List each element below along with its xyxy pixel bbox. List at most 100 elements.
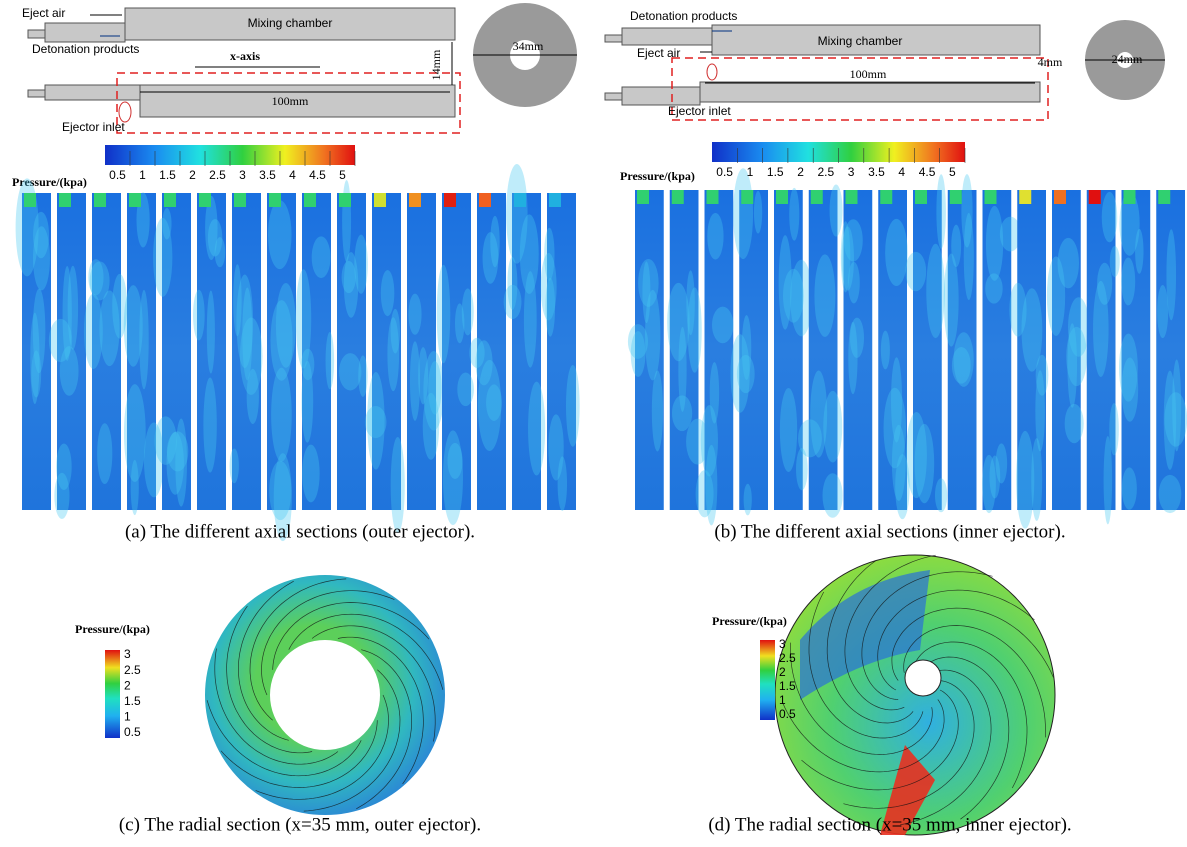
pressure-patch [1119, 334, 1138, 402]
pressure-patch [1068, 297, 1089, 357]
pressure-patch [423, 393, 439, 460]
pressure-patch [203, 377, 216, 472]
colorbar-tick-label: 0.5 [779, 707, 796, 721]
colorbar-tick-label: 4.5 [309, 168, 326, 182]
pressure-patch [448, 443, 463, 479]
inlet-patch [915, 190, 927, 204]
pressure-patch [167, 431, 188, 471]
figure: Eject air Mixing chamber Detonation prod… [0, 0, 1187, 847]
pressure-patch [961, 174, 972, 247]
pressure-patch [566, 365, 580, 447]
inlet-patch [514, 193, 526, 207]
colorbar-tick-label: 0.5 [716, 165, 733, 179]
pressure-patch [780, 388, 797, 472]
pressure-patch [207, 291, 215, 374]
pressure-patch [1102, 192, 1118, 242]
inlet-patch [374, 193, 386, 207]
pressure-patch [271, 300, 293, 381]
inlet-patch [1019, 190, 1031, 204]
colorbar-tick-label: 3 [848, 165, 855, 179]
label: 24mm [1112, 52, 1143, 66]
pressure-patch [1065, 404, 1084, 443]
pressure-patch [326, 332, 335, 389]
colorbar-tick-label: 1.5 [124, 694, 141, 708]
axial-sections-b [628, 168, 1187, 528]
label: Ejector inlet [668, 104, 731, 118]
pressure-patch [990, 455, 1001, 498]
inlet-patch [339, 193, 351, 207]
colorbar-tick-label: 1 [779, 693, 786, 707]
pressure-patch [926, 244, 945, 338]
colorbar-tick-label: 3.5 [868, 165, 885, 179]
pressure-patch [754, 191, 762, 234]
pressure-patch [339, 353, 361, 390]
pressure-patch [97, 423, 112, 484]
pressure-patch [705, 445, 717, 526]
pressure-patch [935, 478, 947, 512]
colorbar-tick-label: 0.5 [109, 168, 126, 182]
label: 100mm [272, 94, 309, 108]
pressure-patch [1121, 257, 1135, 305]
pressure-patch [712, 307, 733, 344]
colorbar-tick-label: 2 [797, 165, 804, 179]
pressure-patch [1093, 281, 1109, 377]
pressure-patch [652, 370, 663, 451]
pressure-patch [240, 317, 263, 394]
pressure-patch [490, 216, 499, 267]
pressure-patch [33, 289, 46, 374]
pressure-patch [884, 388, 907, 468]
pressure-patch [906, 412, 927, 498]
pressure-patch [905, 252, 926, 291]
inlet-patch [811, 190, 823, 204]
pressure-patch [462, 288, 474, 335]
pressure-patch [951, 225, 961, 268]
pressure-patch [528, 382, 545, 476]
inlet-patch [950, 190, 962, 204]
pressure-patch [1109, 403, 1119, 455]
pressure-patch [84, 294, 103, 369]
pressure-patch [944, 254, 959, 347]
pressure-patch [131, 460, 139, 515]
inlet-patch [234, 193, 246, 207]
pressure-patch [672, 395, 692, 431]
pressure-patch [822, 473, 842, 518]
colorbar-tick-label: 1.5 [767, 165, 784, 179]
pressure-patch [885, 219, 908, 286]
colorbar-tick-label: 4 [898, 165, 905, 179]
pressure-patch [1122, 467, 1137, 509]
label: Eject air [22, 6, 65, 20]
pressure-patch [418, 347, 428, 404]
colorbar-tick-label: 5 [339, 168, 346, 182]
pressure-patch [707, 213, 723, 260]
inlet-patch [199, 193, 211, 207]
colorbar-tick-label: 2 [189, 168, 196, 182]
pressure-patch [841, 221, 851, 292]
inlet-patch [409, 193, 421, 207]
schematic-b: Detonation products Mixing chamber Eject… [605, 9, 1165, 120]
pressure-patch [830, 185, 843, 237]
pressure-patch [271, 368, 292, 462]
colorbar [760, 640, 775, 720]
pressure-patch [507, 257, 517, 310]
colorbar-tick-label: 2 [779, 665, 786, 679]
inlet-patch [1124, 190, 1136, 204]
pressure-patch [63, 266, 72, 361]
inlet-patch [304, 193, 316, 207]
pressure-patch [90, 261, 110, 300]
pressure-patch [301, 361, 313, 443]
pressure-patch [688, 287, 702, 372]
label: 100mm [850, 67, 887, 81]
colorbar-tick-label: 3 [124, 647, 131, 661]
caption: (d) The radial section (x=35 mm, inner e… [708, 814, 1071, 835]
inlet-patch [94, 193, 106, 207]
pressure-patch [1157, 285, 1168, 338]
label: 14mm [429, 49, 443, 80]
inlet-patch [672, 190, 684, 204]
colorbar-tick-label: 2.5 [124, 663, 141, 677]
pressure-patch [457, 372, 474, 406]
pressure-patch [1009, 283, 1026, 337]
inlet-patch [269, 193, 281, 207]
label: 34mm [513, 39, 544, 53]
label: x-axis [230, 49, 260, 63]
inlet-patch [707, 190, 719, 204]
